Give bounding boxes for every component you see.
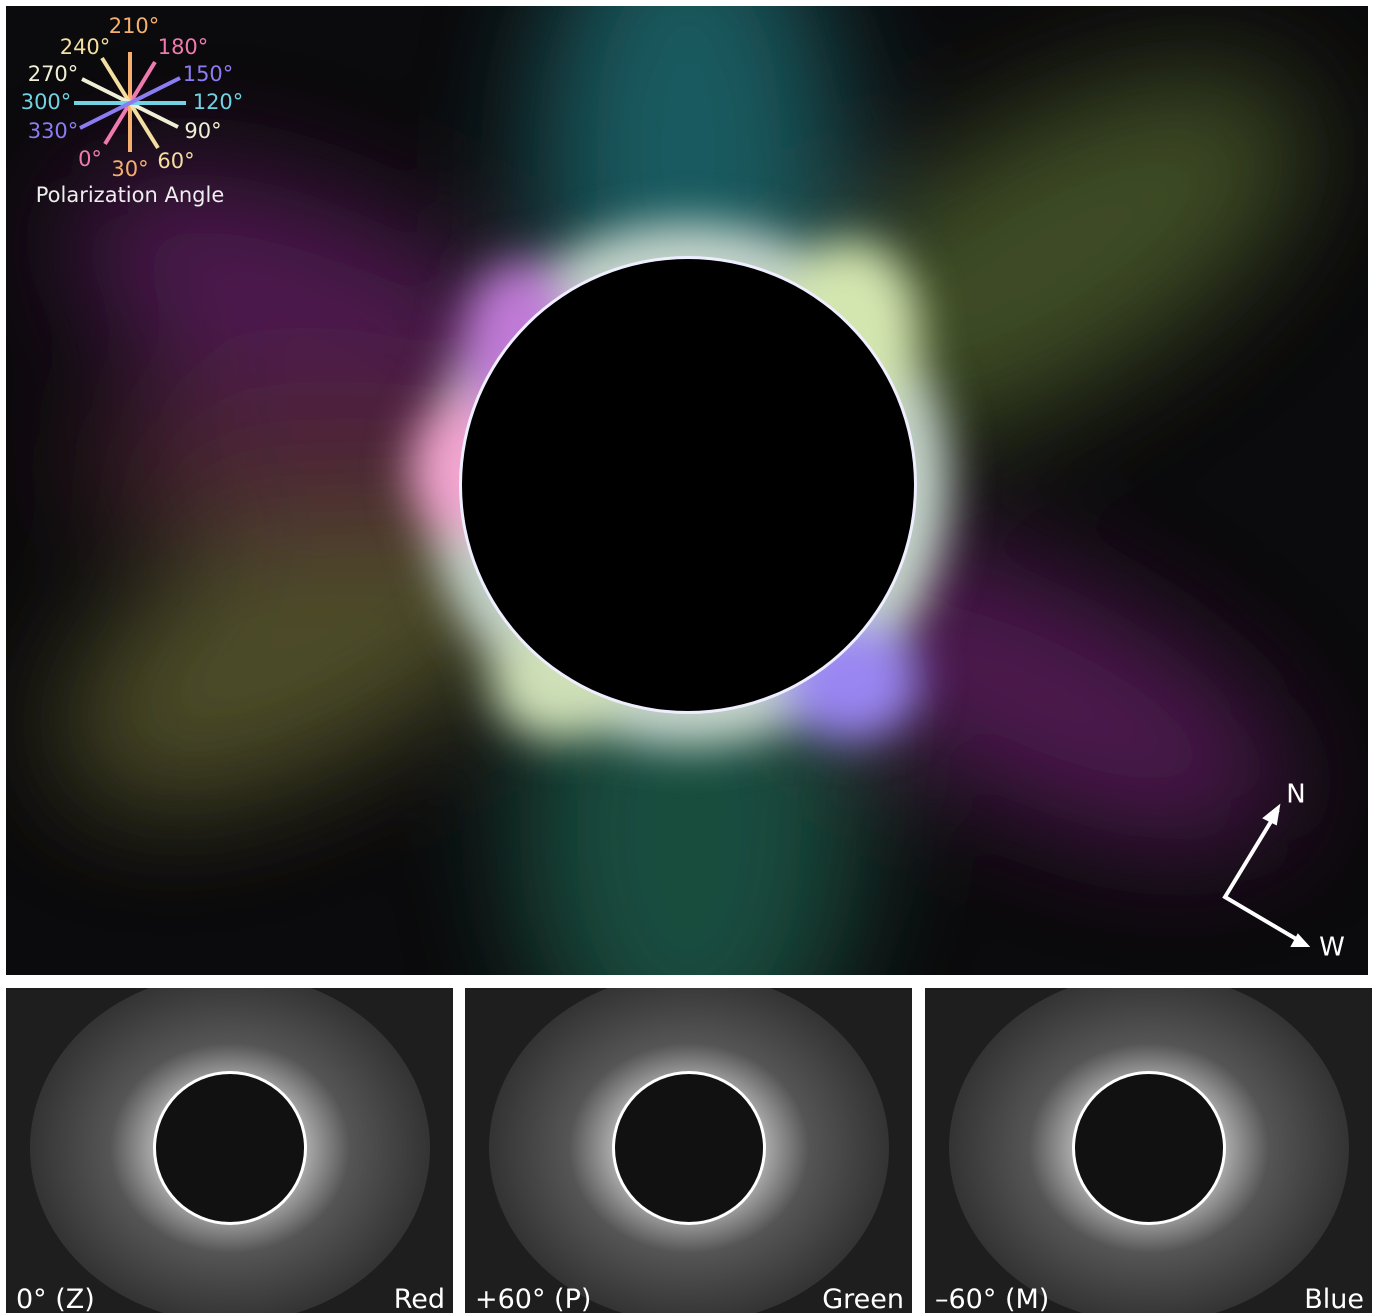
angle-label: 330° [28,119,79,143]
moon-disk [156,1074,304,1222]
west-label: W [1319,933,1345,963]
angle-label: 270° [28,62,79,86]
angle-label: 150° [183,62,234,86]
north-label: N [1286,780,1305,810]
panel-image [465,988,912,1313]
angle-label: 300° [21,90,72,114]
polarization-legend [74,52,186,152]
panel: 0° (Z) Red [6,988,453,1313]
main-image [6,6,1368,975]
panel: –60° (M) Blue [925,988,1372,1313]
panel-channel: Green [822,1284,904,1313]
angle-label: 60° [157,149,194,173]
legend-title: Polarization Angle [36,183,225,207]
panel-angle: –60° (M) [935,1284,1049,1313]
compass [1222,803,1311,947]
angle-label: 210° [109,14,160,38]
panel: +60° (P) Green [465,988,912,1313]
moon-disk [615,1074,763,1222]
angle-label: 90° [184,119,221,143]
panel-image [925,988,1372,1313]
panel-angle: +60° (P) [475,1284,591,1313]
angle-labels: 210°240° 180° 270° 150° 300° 120° 330° 90° 0° 30°… [21,14,244,181]
panels: 0° (Z) Red +60° (P) Green –60° (M) Blue [6,988,1372,1313]
angle-label: 240° [60,35,111,59]
angle-label: 180° [158,35,209,59]
moon-disk [462,259,914,711]
angle-label: 30° [111,157,148,181]
panel-channel: Red [394,1284,445,1313]
panel-channel: Blue [1304,1284,1364,1313]
angle-label: 0° [78,147,102,171]
angle-label: 120° [193,90,244,114]
panel-angle: 0° (Z) [16,1284,95,1313]
panel-image [6,988,453,1313]
moon-disk [1075,1074,1223,1222]
